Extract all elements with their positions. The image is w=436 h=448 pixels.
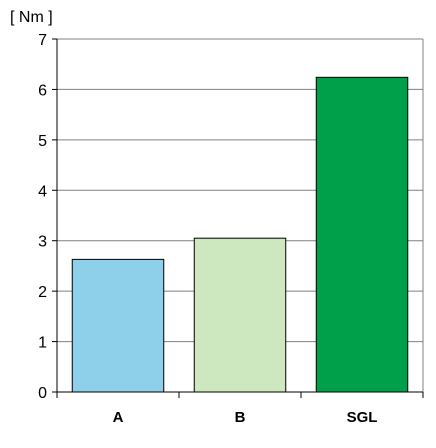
bars — [71, 76, 409, 393]
axes — [52, 38, 424, 398]
y-tick-label: 4 — [38, 183, 47, 200]
y-tick-label: 6 — [38, 82, 47, 99]
y-tick-label: 5 — [38, 133, 47, 150]
x-category-label: SGL — [347, 409, 378, 426]
y-tick-label: 0 — [38, 385, 47, 402]
y-tick-labels: 0 1 2 3 4 5 6 7 — [38, 32, 47, 402]
bar-sgl — [315, 76, 409, 393]
y-tick-label: 2 — [38, 284, 47, 301]
y-axis-unit-label: [ Nm ] — [10, 9, 53, 26]
x-category-label: B — [235, 409, 246, 426]
y-tick-label: 7 — [38, 32, 47, 49]
bar-b — [193, 237, 287, 393]
y-tick-label: 1 — [38, 335, 47, 352]
y-tick-label: 3 — [38, 234, 47, 251]
x-category-label: A — [113, 409, 124, 426]
bar-a — [71, 258, 165, 393]
x-category-labels: A B SGL — [113, 409, 378, 426]
